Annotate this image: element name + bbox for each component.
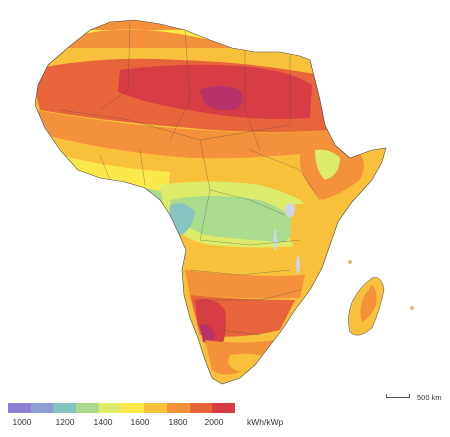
legend-unit-label: kWh/kWp xyxy=(247,417,284,427)
legend-swatch xyxy=(166,403,190,413)
color-scale-bar xyxy=(8,403,235,413)
legend-swatch xyxy=(76,403,99,413)
legend-tick-label: 1800 xyxy=(168,417,188,427)
legend-swatch xyxy=(98,403,122,413)
legend-swatch xyxy=(8,403,31,413)
legend-tick-label: 1400 xyxy=(93,417,113,427)
country-borders xyxy=(59,21,321,336)
legend-swatch xyxy=(30,403,54,413)
legend-tick-label: 1200 xyxy=(55,417,75,427)
legend-tick-label: 1000 xyxy=(12,417,32,427)
scale-bar-label: 500 km xyxy=(417,393,442,402)
legend-swatch xyxy=(212,403,235,413)
legend-tick-label: 1600 xyxy=(130,417,150,427)
island xyxy=(410,306,414,310)
legend-tick-label: 2000 xyxy=(204,417,224,427)
legend-swatch xyxy=(144,403,167,413)
madagascar-island xyxy=(348,277,385,336)
island xyxy=(348,260,352,264)
legend-swatch xyxy=(121,403,145,413)
scale-bar xyxy=(386,394,410,398)
legend-swatch xyxy=(189,403,213,413)
legend-swatch xyxy=(53,403,77,413)
